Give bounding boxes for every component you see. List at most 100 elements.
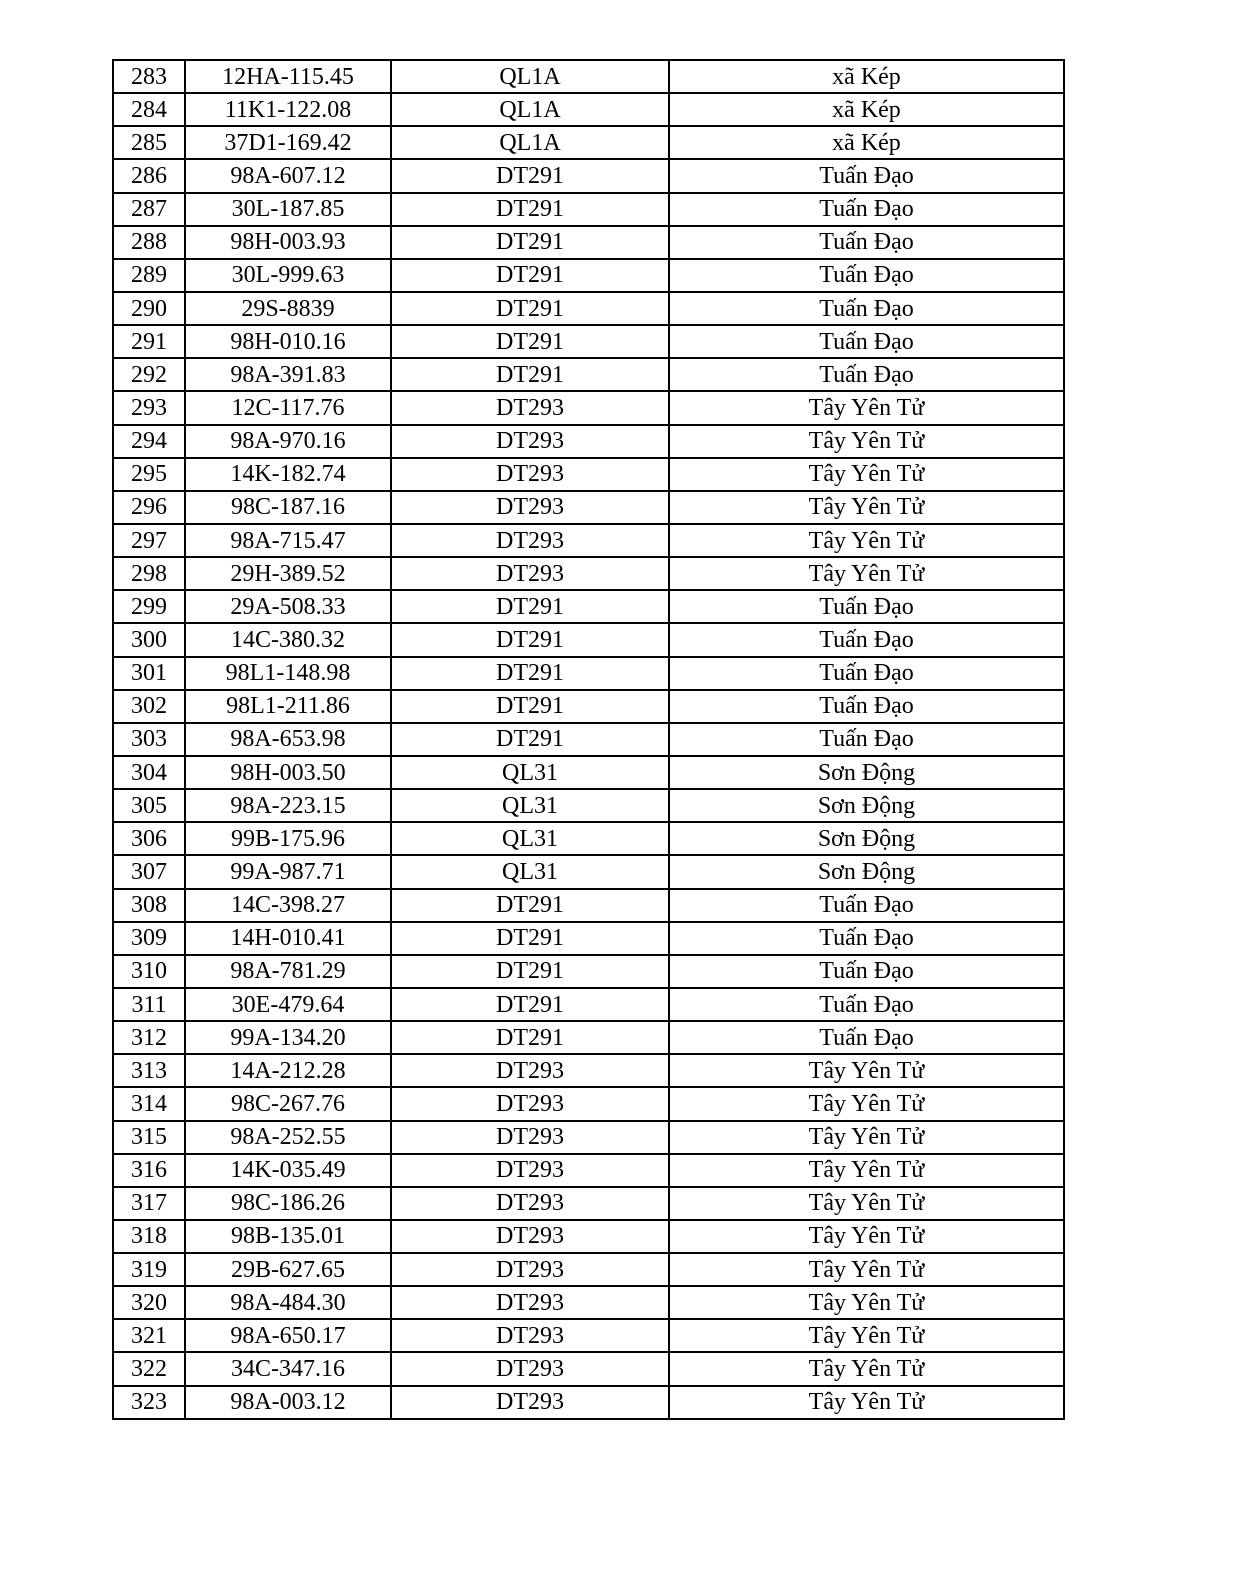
row-number-cell: 318 [112, 1218, 186, 1255]
row-number-cell: 300 [112, 622, 186, 658]
vehicle-table: 283 12HA-115.45 QL1A xã Kép 284 11K1-122.08 QL… [112, 58, 1065, 1420]
license-plate-cell: 29A-508.33 [184, 589, 392, 625]
row-number-cell: 305 [112, 788, 186, 824]
table-row: 304 98H-003.50 QL31 Sơn Động [112, 754, 1065, 791]
row-number-cell: 302 [112, 688, 186, 724]
row-number-cell: 298 [112, 556, 186, 592]
table-row: 312 99A-134.20 DT291 Tuấn Đạo [112, 1020, 1065, 1056]
road-cell: DT293 [390, 556, 670, 592]
license-plate-cell: 14H-010.41 [184, 920, 392, 956]
row-number-cell: 292 [112, 357, 186, 393]
table-row: 296 98C-187.16 DT293 Tây Yên Tử [112, 489, 1065, 525]
table-row: 294 98A-970.16 DT293 Tây Yên Tử [112, 423, 1065, 459]
row-number-cell: 284 [112, 92, 186, 128]
table-row: 298 29H-389.52 DT293 Tây Yên Tử [112, 556, 1065, 592]
row-number-cell: 307 [112, 854, 186, 890]
road-cell: DT291 [390, 953, 670, 989]
license-plate-cell: 98A-781.29 [184, 953, 392, 989]
location-cell: Tuấn Đạo [668, 158, 1065, 194]
road-cell: DT293 [390, 1318, 670, 1354]
license-plate-cell: 98C-186.26 [184, 1185, 392, 1221]
location-cell: Tây Yên Tử [668, 1285, 1065, 1321]
license-plate-cell: 98C-187.16 [184, 489, 392, 525]
location-cell: Tây Yên Tử [668, 1086, 1065, 1122]
road-cell: DT293 [390, 1351, 670, 1387]
road-cell: DT293 [390, 1152, 670, 1188]
license-plate-cell: 98L1-148.98 [184, 655, 392, 691]
location-cell: Tuấn Đạo [668, 224, 1065, 260]
table-row: 320 98A-484.30 DT293 Tây Yên Tử [112, 1285, 1065, 1321]
road-cell: DT293 [390, 456, 670, 492]
road-cell: DT293 [390, 1053, 670, 1089]
table-row: 291 98H-010.16 DT291 Tuấn Đạo [112, 324, 1065, 360]
table-row: 323 98A-003.12 DT293 Tây Yên Tử [112, 1384, 1065, 1420]
row-number-cell: 301 [112, 655, 186, 691]
road-cell: DT291 [390, 158, 670, 194]
license-plate-cell: 99B-175.96 [184, 821, 392, 857]
table-row: 285 37D1-169.42 QL1A xã Kép [112, 125, 1065, 161]
row-number-cell: 311 [112, 986, 186, 1023]
license-plate-cell: 98H-003.93 [184, 224, 392, 260]
license-plate-cell: 14C-398.27 [184, 887, 392, 923]
license-plate-cell: 29S-8839 [184, 290, 392, 327]
table-row: 321 98A-650.17 DT293 Tây Yên Tử [112, 1318, 1065, 1354]
location-cell: Tuấn Đạo [668, 986, 1065, 1023]
location-cell: Tây Yên Tử [668, 390, 1065, 426]
table-row: 302 98L1-211.86 DT291 Tuấn Đạo [112, 688, 1065, 724]
table-row: 308 14C-398.27 DT291 Tuấn Đạo [112, 887, 1065, 923]
license-plate-cell: 98A-252.55 [184, 1119, 392, 1155]
road-cell: DT293 [390, 1384, 670, 1420]
row-number-cell: 310 [112, 953, 186, 989]
road-cell: QL31 [390, 788, 670, 824]
road-cell: DT293 [390, 1185, 670, 1221]
table-row: 289 30L-999.63 DT291 Tuấn Đạo [112, 257, 1065, 293]
license-plate-cell: 99A-987.71 [184, 854, 392, 890]
location-cell: Sơn Động [668, 821, 1065, 857]
row-number-cell: 312 [112, 1020, 186, 1056]
table-row: 303 98A-653.98 DT291 Tuấn Đạo [112, 721, 1065, 757]
table-row: 299 29A-508.33 DT291 Tuấn Đạo [112, 589, 1065, 625]
location-cell: xã Kép [668, 92, 1065, 128]
road-cell: DT291 [390, 688, 670, 724]
row-number-cell: 306 [112, 821, 186, 857]
table-row: 293 12C-117.76 DT293 Tây Yên Tử [112, 390, 1065, 426]
location-cell: Tuấn Đạo [668, 655, 1065, 691]
road-cell: DT293 [390, 489, 670, 525]
location-cell: Tuấn Đạo [668, 257, 1065, 293]
row-number-cell: 288 [112, 224, 186, 260]
row-number-cell: 283 [112, 58, 186, 95]
location-cell: Tây Yên Tử [668, 1351, 1065, 1387]
location-cell: Sơn Động [668, 754, 1065, 791]
road-cell: DT291 [390, 357, 670, 393]
location-cell: Tuấn Đạo [668, 953, 1065, 989]
license-plate-cell: 14A-212.28 [184, 1053, 392, 1089]
table-row: 319 29B-627.65 DT293 Tây Yên Tử [112, 1252, 1065, 1288]
location-cell: Tây Yên Tử [668, 1218, 1065, 1255]
table-row: 317 98C-186.26 DT293 Tây Yên Tử [112, 1185, 1065, 1221]
license-plate-cell: 12HA-115.45 [184, 58, 392, 95]
road-cell: DT291 [390, 887, 670, 923]
table-row: 288 98H-003.93 DT291 Tuấn Đạo [112, 224, 1065, 260]
license-plate-cell: 11K1-122.08 [184, 92, 392, 128]
row-number-cell: 296 [112, 489, 186, 525]
location-cell: Tây Yên Tử [668, 1318, 1065, 1354]
table-row: 313 14A-212.28 DT293 Tây Yên Tử [112, 1053, 1065, 1089]
location-cell: Tuấn Đạo [668, 721, 1065, 757]
license-plate-cell: 98A-391.83 [184, 357, 392, 393]
license-plate-cell: 98A-653.98 [184, 721, 392, 757]
row-number-cell: 316 [112, 1152, 186, 1188]
row-number-cell: 320 [112, 1285, 186, 1321]
license-plate-cell: 37D1-169.42 [184, 125, 392, 161]
row-number-cell: 317 [112, 1185, 186, 1221]
table-row: 290 29S-8839 DT291 Tuấn Đạo [112, 290, 1065, 327]
location-cell: Tây Yên Tử [668, 1119, 1065, 1155]
row-number-cell: 304 [112, 754, 186, 791]
road-cell: QL1A [390, 125, 670, 161]
location-cell: Tuấn Đạo [668, 191, 1065, 227]
row-number-cell: 290 [112, 290, 186, 327]
license-plate-cell: 98A-484.30 [184, 1285, 392, 1321]
location-cell: Tuấn Đạo [668, 1020, 1065, 1056]
location-cell: Tây Yên Tử [668, 1252, 1065, 1288]
table-row: 305 98A-223.15 QL31 Sơn Động [112, 788, 1065, 824]
location-cell: xã Kép [668, 58, 1065, 95]
